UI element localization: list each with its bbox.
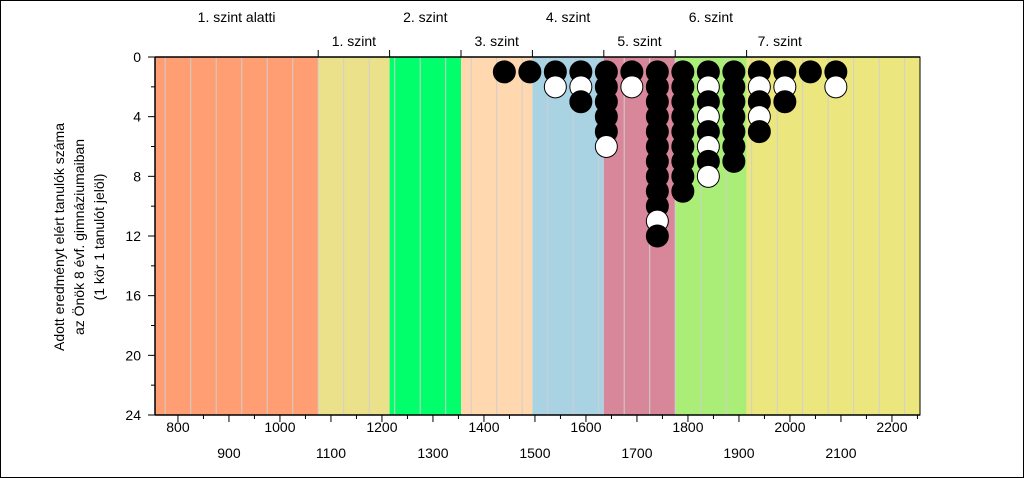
- y-tick-label: 4: [133, 109, 141, 125]
- x-tick-label: 1000: [264, 419, 295, 435]
- level-label-6: 5. szint: [617, 33, 661, 49]
- y-tick-label: 16: [125, 288, 141, 304]
- x-tick-label: 2000: [774, 419, 805, 435]
- level-label-1: 1. szint alatti: [198, 9, 276, 25]
- y-axis-label-line: az Önök 8 évf. gimnáziumaiban: [70, 139, 87, 335]
- student-dot-filled: [645, 224, 669, 248]
- x-tick-label: 1800: [672, 419, 703, 435]
- level-label-5: 4. szint: [546, 9, 590, 25]
- x-tick-label: 1500: [519, 445, 550, 461]
- x-tick-label: 1400: [468, 419, 499, 435]
- x-tick-label: 1200: [366, 419, 397, 435]
- y-axis-label-line: (1 kör 1 tanulót jelöl): [91, 174, 107, 301]
- student-dot-empty: [543, 75, 567, 99]
- x-tick-label: 1600: [570, 419, 601, 435]
- x-tick-label: 1100: [316, 445, 346, 461]
- x-tick-label: 2200: [876, 419, 907, 435]
- level-band-1: [155, 57, 319, 415]
- y-axis-label-line: Adott eredményt elért tanulók száma: [51, 123, 67, 351]
- student-dot-empty: [696, 164, 720, 188]
- student-dot-filled: [747, 120, 771, 144]
- x-tick-label: 800: [166, 419, 190, 435]
- y-axis-label: Adott eredményt elért tanulók száma az Ön…: [51, 123, 107, 351]
- student-dot-filled: [671, 179, 695, 203]
- y-tick-label: 0: [133, 49, 141, 65]
- student-dot-filled: [569, 90, 593, 114]
- x-tick-label: 1300: [417, 445, 448, 461]
- x-tick-label: 2100: [825, 445, 856, 461]
- level-label-4: 3. szint: [475, 33, 519, 49]
- student-dot-filled: [518, 60, 542, 84]
- student-dot-filled: [773, 90, 797, 114]
- y-tick-label: 20: [125, 347, 141, 363]
- y-tick-labels: 0 4 8 12 16 20 24: [125, 49, 141, 423]
- student-dot-empty: [594, 135, 618, 158]
- level-band-8: [746, 57, 920, 415]
- level-bands: [155, 57, 920, 415]
- x-tick-labels: 800 1000 1200 1400 1600 1800 2000 2200 900 1100 13…: [166, 419, 907, 461]
- student-dots: [492, 60, 848, 248]
- level-label-2: 1. szint: [332, 33, 376, 49]
- level-band-2: [318, 57, 390, 415]
- x-tick-label: 900: [217, 445, 241, 461]
- y-tick-label: 24: [125, 407, 141, 423]
- level-label-7: 6. szint: [689, 9, 733, 25]
- x-tick-label: 1700: [621, 445, 652, 461]
- minor-gridlines: [164, 57, 906, 415]
- level-labels: 1. szint alatti 1. szint 2. szint 3. szint 4…: [198, 9, 802, 49]
- student-dot-filled: [492, 60, 516, 84]
- x-tick-label: 1900: [723, 445, 754, 461]
- level-label-8: 7. szint: [758, 33, 802, 49]
- student-dot-empty: [620, 75, 644, 99]
- level-band-3: [389, 57, 461, 415]
- y-tick-label: 12: [125, 228, 141, 244]
- level-label-3: 2. szint: [403, 9, 447, 25]
- student-dot-empty: [824, 75, 848, 99]
- y-tick-label: 8: [133, 168, 141, 184]
- student-dot-filled: [798, 60, 822, 84]
- student-dot-filled: [722, 149, 746, 173]
- level-band-5: [532, 57, 604, 415]
- axes: [148, 50, 921, 422]
